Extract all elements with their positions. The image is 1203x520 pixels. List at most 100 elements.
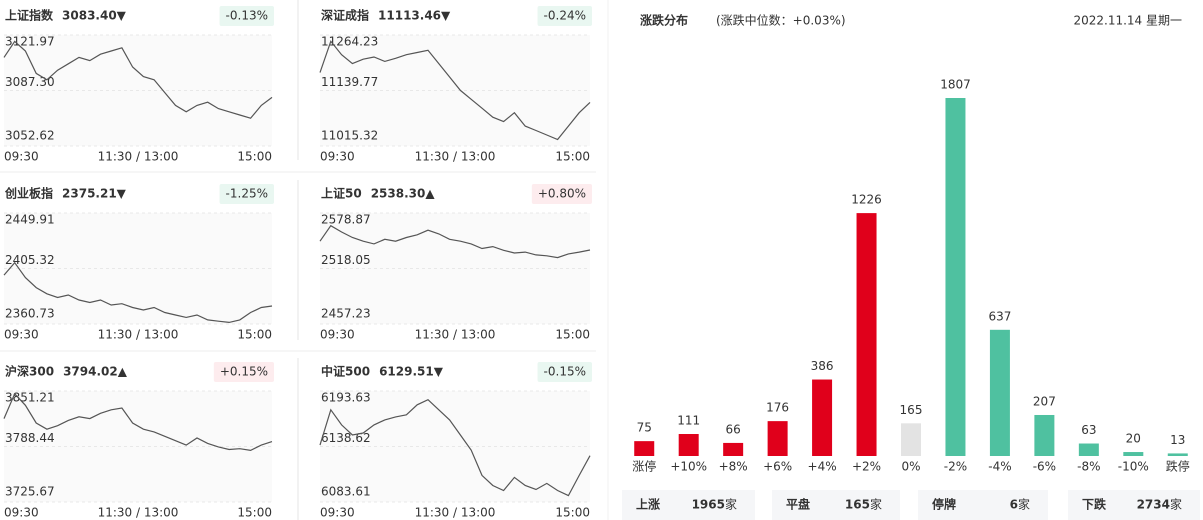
time-label: 11:30 / 13:00 — [98, 150, 179, 164]
bar-category: -6% — [1033, 460, 1056, 474]
bar-category: +6% — [763, 460, 792, 474]
time-label: 15:00 — [237, 150, 272, 164]
bar-value: 165 — [900, 403, 923, 417]
bar-value: 75 — [637, 421, 652, 435]
y-tick-label: 3725.67 — [5, 485, 55, 499]
bar — [767, 421, 788, 456]
price-line — [319, 40, 591, 141]
index-name: 上证指数 — [5, 8, 54, 23]
y-tick-label: 2578.87 — [321, 213, 371, 227]
bar — [634, 441, 655, 456]
summary-box — [772, 490, 900, 520]
summary-box — [622, 490, 755, 520]
y-tick-label: 6083.61 — [321, 485, 371, 499]
y-tick-label: 3052.62 — [5, 129, 55, 143]
index-price: 3083.40▼ — [62, 9, 127, 23]
bar — [812, 379, 833, 456]
bar — [678, 434, 699, 456]
time-label: 09:30 — [320, 506, 355, 520]
time-label: 11:30 / 13:00 — [415, 150, 496, 164]
summary-box — [1068, 490, 1200, 520]
y-tick-label: 2405.32 — [5, 253, 55, 267]
bar-category: +2% — [852, 460, 881, 474]
index-price: 2538.30▲ — [371, 187, 436, 201]
change-value: -0.24% — [544, 9, 586, 23]
bar-value: 386 — [811, 359, 834, 373]
bar — [945, 98, 966, 456]
y-tick-label: 11015.32 — [321, 129, 378, 143]
index-price: 3794.02▲ — [63, 365, 128, 379]
bar-value: 111 — [677, 414, 700, 428]
index-price: 6129.51▼ — [379, 365, 444, 379]
bar-category: 0% — [901, 460, 920, 474]
y-tick-label: 2518.05 — [321, 253, 371, 267]
time-label: 15:00 — [555, 150, 590, 164]
summary-count: 6 — [1010, 498, 1018, 512]
change-value: +0.80% — [538, 187, 586, 201]
index-price: 11113.46▼ — [378, 9, 451, 23]
y-tick-label: 6193.63 — [321, 391, 371, 405]
bar — [856, 213, 877, 456]
summary-label: 停牌 — [932, 497, 956, 512]
summary-unit: 家 — [1170, 497, 1182, 512]
time-label: 11:30 / 13:00 — [98, 506, 179, 520]
change-value: -1.25% — [226, 187, 268, 201]
index-name: 上证50 — [321, 186, 362, 201]
price-line — [319, 398, 591, 497]
bar-value: 20 — [1126, 432, 1141, 446]
bar-category: -10% — [1118, 460, 1149, 474]
summary-unit: 家 — [725, 497, 737, 512]
change-badge — [213, 362, 274, 382]
bar-category: +4% — [808, 460, 837, 474]
dist-subtitle: (涨跌中位数：+0.03%) — [716, 13, 846, 28]
time-label: 09:30 — [320, 150, 355, 164]
change-badge — [219, 6, 274, 26]
time-label: 09:30 — [320, 328, 355, 342]
bar — [901, 423, 921, 456]
bar-value: 637 — [988, 309, 1011, 323]
bar-value: 176 — [766, 401, 789, 415]
summary-label: 平盘 — [786, 497, 810, 512]
y-tick-label: 11139.77 — [321, 75, 378, 89]
summary-box — [918, 490, 1048, 520]
bar-value: 66 — [726, 422, 741, 436]
bar-category: +8% — [719, 460, 748, 474]
bar-value: 207 — [1033, 394, 1056, 408]
price-line — [319, 224, 591, 259]
time-label: 15:00 — [555, 506, 590, 520]
y-tick-label: 11264.23 — [321, 35, 378, 49]
bar-category: -8% — [1077, 460, 1100, 474]
summary-count: 2734 — [1137, 498, 1170, 512]
time-label: 15:00 — [555, 328, 590, 342]
bar — [989, 329, 1010, 456]
time-label: 09:30 — [4, 150, 39, 164]
bar-value: 1807 — [940, 78, 971, 92]
change-badge — [537, 6, 592, 26]
index-name: 沪深300 — [5, 364, 54, 379]
change-badge — [531, 184, 592, 204]
summary-count: 1965 — [692, 498, 725, 512]
time-label: 15:00 — [237, 328, 272, 342]
y-tick-label: 2449.91 — [5, 213, 55, 227]
bar-category: -2% — [944, 460, 967, 474]
y-tick-label: 3788.44 — [5, 431, 55, 445]
summary-unit: 家 — [1018, 497, 1030, 512]
y-tick-label: 2457.23 — [321, 307, 371, 321]
index-name: 深证成指 — [321, 8, 369, 23]
change-value: -0.13% — [226, 9, 268, 23]
index-name: 中证500 — [321, 364, 370, 379]
bar — [1078, 443, 1099, 456]
y-tick-label: 3851.21 — [5, 391, 55, 405]
bar — [1123, 452, 1144, 456]
time-label: 11:30 / 13:00 — [98, 328, 179, 342]
bar-value: 13 — [1170, 433, 1185, 447]
time-label: 11:30 / 13:00 — [415, 506, 496, 520]
y-tick-label: 3087.30 — [5, 75, 55, 89]
bar — [723, 442, 744, 456]
bar-category: +10% — [670, 460, 707, 474]
price-line — [3, 392, 273, 452]
price-line — [3, 40, 273, 119]
dist-date: 2022.11.14 星期一 — [1073, 14, 1182, 28]
